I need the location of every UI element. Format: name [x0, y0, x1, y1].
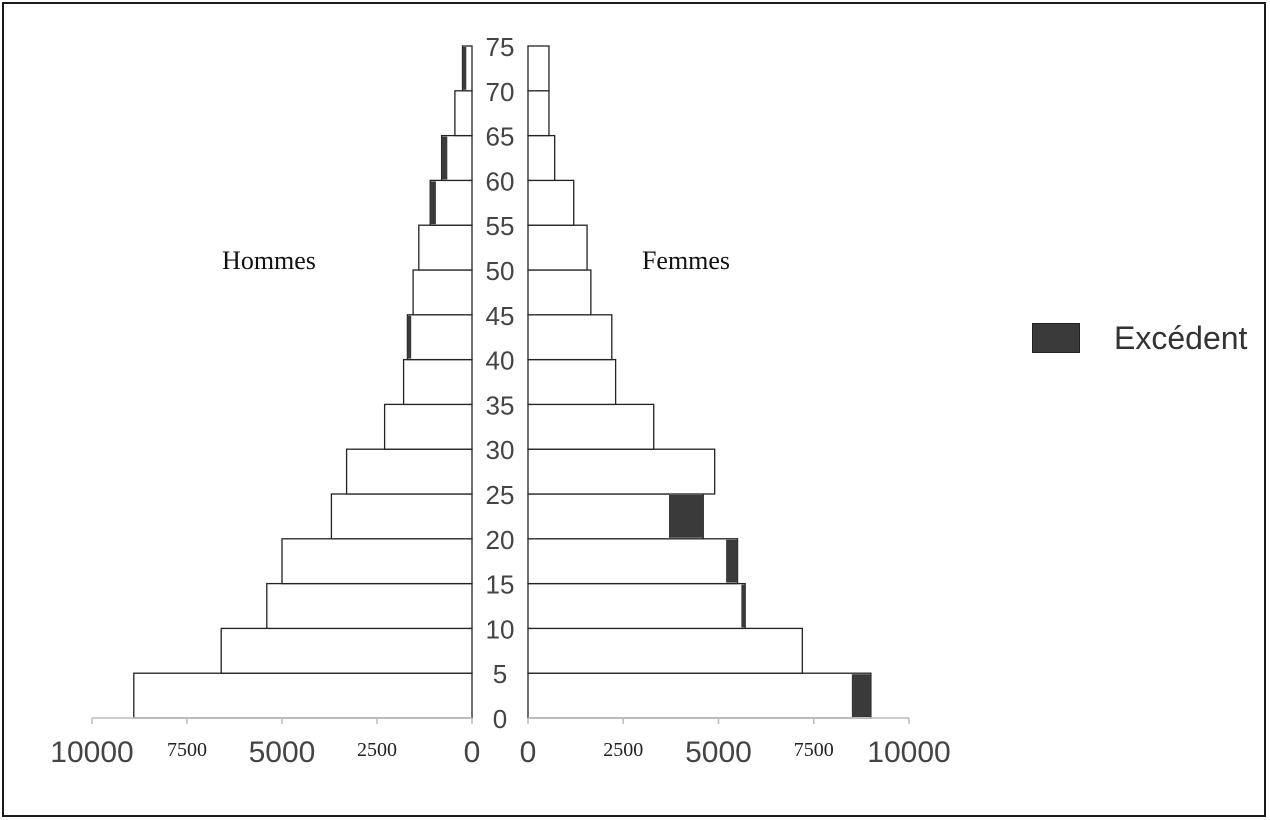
age-tick-label-10: 10 [486, 614, 515, 644]
bar-hommes-age-50 [418, 224, 473, 271]
legend: Excédent [1032, 318, 1247, 358]
bar-femmes-age-35 [527, 358, 617, 406]
bar-hommes-age-5 [220, 627, 473, 674]
population-pyramid-chart: 0 5 10 15 20 25 30 35 40 45 50 55 60 65 70 75 10000 7500 5… [50, 32, 950, 769]
x-tick-label-femmes-7500: 7500 [794, 739, 834, 761]
bar-femmes-age-65 [527, 90, 550, 137]
label-femmes: Femmes [642, 246, 730, 275]
bar-hommes-age-25 [345, 448, 473, 495]
excess-femmes-age-10 [741, 584, 746, 628]
age-tick-label-30: 30 [486, 435, 515, 465]
age-tick-label-65: 65 [486, 122, 515, 152]
age-tick-label-15: 15 [486, 570, 515, 600]
bar-hommes-age-0 [133, 672, 473, 719]
bar-hommes-age-55 [429, 179, 473, 226]
x-tick-label-hommes-7500: 7500 [167, 739, 207, 761]
bar-femmes-age-55 [527, 179, 575, 226]
age-tick-label-50: 50 [486, 256, 515, 286]
age-tick-label-20: 20 [486, 525, 515, 555]
bar-hommes-age-45 [412, 269, 473, 316]
x-tick-label-femmes-5000: 5000 [685, 736, 752, 769]
age-tick-label-0: 0 [493, 704, 507, 734]
excess-hommes-age-70 [462, 47, 467, 90]
x-tick-label-hommes-2500: 2500 [357, 739, 397, 761]
x-tick-label-hommes-5000: 5000 [249, 736, 316, 769]
bar-hommes-age-65 [454, 90, 473, 137]
label-hommes: Hommes [222, 246, 316, 275]
age-tick-label-55: 55 [486, 211, 515, 241]
excess-femmes-age-15 [726, 539, 738, 583]
age-tick-label-60: 60 [486, 166, 515, 196]
excess-hommes-age-55 [430, 181, 436, 225]
excess-hommes-age-40 [407, 315, 412, 359]
bar-hommes-age-15 [281, 538, 473, 585]
excess-hommes-age-60 [441, 136, 448, 180]
age-tick-label-5: 5 [493, 659, 507, 689]
bar-femmes-age-50 [527, 224, 588, 271]
bar-femmes-age-15 [527, 538, 739, 585]
legend-swatch-excess [1032, 323, 1080, 353]
x-tick-label-hommes-10000: 10000 [50, 736, 133, 769]
x-tick-label-hommes-0: 0 [464, 736, 481, 769]
age-tick-label-40: 40 [486, 346, 515, 376]
bar-hommes-age-40 [406, 314, 473, 361]
x-tick-label-femmes-2500: 2500 [603, 739, 643, 761]
x-tick-label-femmes-10000: 10000 [867, 736, 950, 769]
bar-femmes-age-70 [527, 45, 550, 92]
bar-hommes-age-30 [383, 403, 473, 450]
bar-femmes-age-25 [527, 448, 716, 495]
bar-femmes-age-30 [527, 403, 655, 450]
excess-femmes-age-0 [851, 674, 871, 717]
bar-hommes-age-10 [266, 582, 473, 630]
legend-label-excess: Excédent [1114, 319, 1248, 356]
age-tick-label-70: 70 [486, 77, 515, 107]
age-tick-label-25: 25 [486, 480, 515, 510]
bar-femmes-age-5 [527, 627, 803, 674]
bar-femmes-age-40 [527, 314, 613, 361]
x-tick-label-femmes-0: 0 [520, 736, 537, 769]
bar-femmes-age-0 [527, 672, 872, 719]
age-tick-label-45: 45 [486, 301, 515, 331]
bar-hommes-age-35 [402, 358, 473, 406]
age-tick-label-35: 35 [486, 390, 515, 420]
bar-femmes-age-10 [527, 582, 746, 630]
bar-femmes-age-45 [527, 269, 592, 316]
age-tick-label-75: 75 [486, 32, 515, 62]
bar-hommes-age-20 [330, 493, 473, 540]
excess-femmes-age-20 [668, 495, 704, 538]
bar-femmes-age-60 [527, 134, 556, 182]
